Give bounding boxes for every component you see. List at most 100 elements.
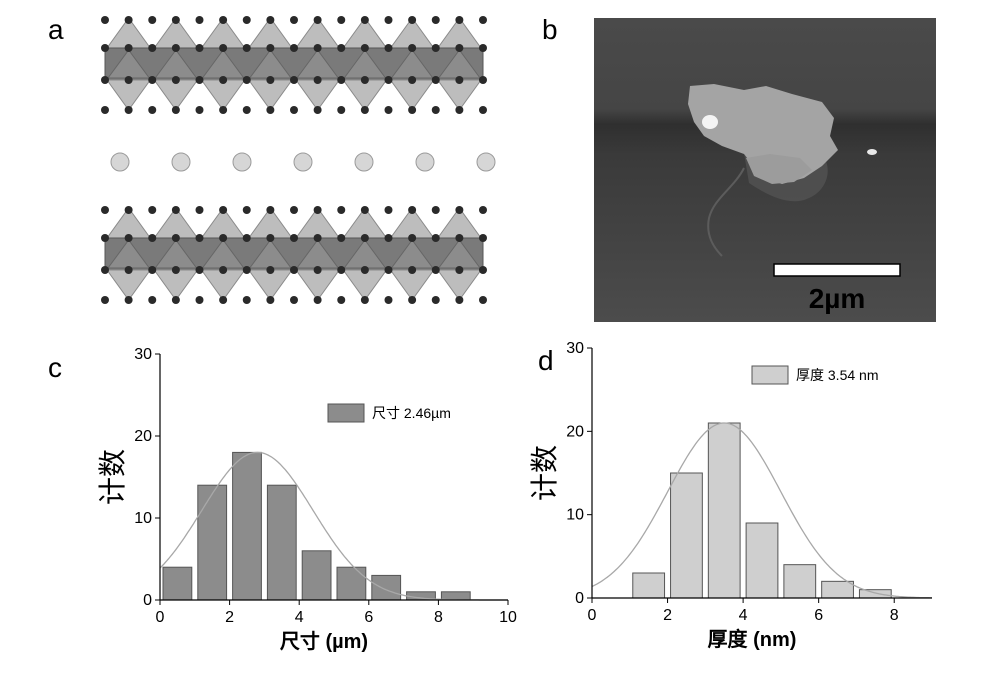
oxygen-atom [124,266,133,274]
tetrahedron [247,269,293,301]
y-tick-label: 30 [134,346,152,363]
thickness-histogram-chart: 0 2 4 6 8 0 10 20 30 厚度 (nm) 计数 厚度 3.54 nm [528,340,932,651]
histogram-bar [197,484,228,601]
oxygen-atom [337,44,346,52]
oxygen-atom [479,44,487,52]
oxygen-atom [313,234,322,242]
oxygen-atom [408,266,417,274]
histogram-bar [632,572,666,599]
tetrahedron [106,269,152,301]
panel-label-d: d [538,345,554,376]
oxygen-atom [242,44,251,52]
oxygen-atom [195,296,204,304]
oxygen-atom [266,266,275,274]
oxygen-atom [148,44,157,52]
tetrahedron [106,79,152,111]
interlayer-cation [476,152,496,172]
histogram-bar [266,484,297,601]
oxygen-atom [313,76,322,84]
histogram-bar [371,574,402,601]
oxygen-atom [384,76,393,84]
oxygen-atom [479,206,487,214]
oxygen-atom [337,234,346,242]
oxygen-atom [408,206,417,214]
bottom-octahedral-layer [101,206,487,304]
oxygen-atom [360,206,369,214]
oxygen-atom [148,76,157,84]
oxygen-atom [431,206,440,214]
oxygen-atom [337,206,346,214]
oxygen-atom [195,266,204,274]
oxygen-atom [242,234,251,242]
x-tick-label: 8 [890,607,899,624]
oxygen-atom [337,266,346,274]
histogram-bar [336,566,367,601]
oxygen-atom [455,266,464,274]
oxygen-atom [360,16,369,24]
x-tick-label: 6 [364,609,373,626]
oxygen-atom [360,266,369,274]
legend-swatch [327,403,365,423]
oxygen-atom [148,234,157,242]
flake-lobe [746,154,812,184]
oxygen-atom [171,76,180,84]
x-tick-label: 2 [663,607,672,624]
oxygen-atom [290,76,298,84]
oxygen-atom [101,206,109,214]
oxygen-atom [337,106,346,114]
bright-particle-small [867,149,877,155]
oxygen-atom [431,234,440,242]
histogram-bar [162,566,193,601]
oxygen-atom [290,206,298,214]
y-tick-label: 20 [134,428,152,445]
oxygen-atom [266,44,275,52]
oxygen-atom [313,16,322,24]
oxygen-atom [479,266,487,274]
oxygen-atom [266,234,275,242]
oxygen-atom [242,206,251,214]
oxygen-atom [360,296,369,304]
oxygen-atom [195,206,204,214]
oxygen-atom [101,266,109,274]
oxygen-atom [384,266,393,274]
oxygen-atom [148,16,157,24]
oxygen-atom [124,16,133,24]
oxygen-atom [479,234,487,242]
oxygen-atom [101,76,109,84]
oxygen-atom [360,44,369,52]
oxygen-atom [408,296,417,304]
x-tick-label: 6 [814,607,823,624]
oxygen-atom [195,76,204,84]
faint-edge-trace [707,167,745,257]
oxygen-atom [455,234,464,242]
oxygen-atom [219,106,228,114]
x-tick-label: 8 [434,609,443,626]
oxygen-atom [431,106,440,114]
oxygen-atom [337,76,346,84]
oxygen-atom [455,106,464,114]
oxygen-atom [384,234,393,242]
oxygen-atom [219,44,228,52]
panel-label-b: b [542,14,558,45]
gaussian-fit-curve [591,422,932,599]
oxygen-atom [266,76,275,84]
tetrahedron [342,269,388,301]
x-tick-label: 4 [295,609,304,626]
interlayer-cation [232,152,252,172]
oxygen-atom [479,296,487,304]
oxygen-atom [101,106,109,114]
tetrahedron [389,269,435,301]
oxygen-atom [313,44,322,52]
oxygen-atom [124,296,133,304]
oxygen-atom [148,296,157,304]
oxygen-atom [266,296,275,304]
histogram-bar [821,580,854,599]
oxygen-atom [408,106,417,114]
crystal-structure-illustration [101,16,496,304]
panel-label-c: c [48,352,62,383]
oxygen-atom [431,76,440,84]
oxygen-atom [313,106,322,114]
oxygen-atom [431,16,440,24]
oxygen-atom [101,44,109,52]
oxygen-atom [290,16,298,24]
